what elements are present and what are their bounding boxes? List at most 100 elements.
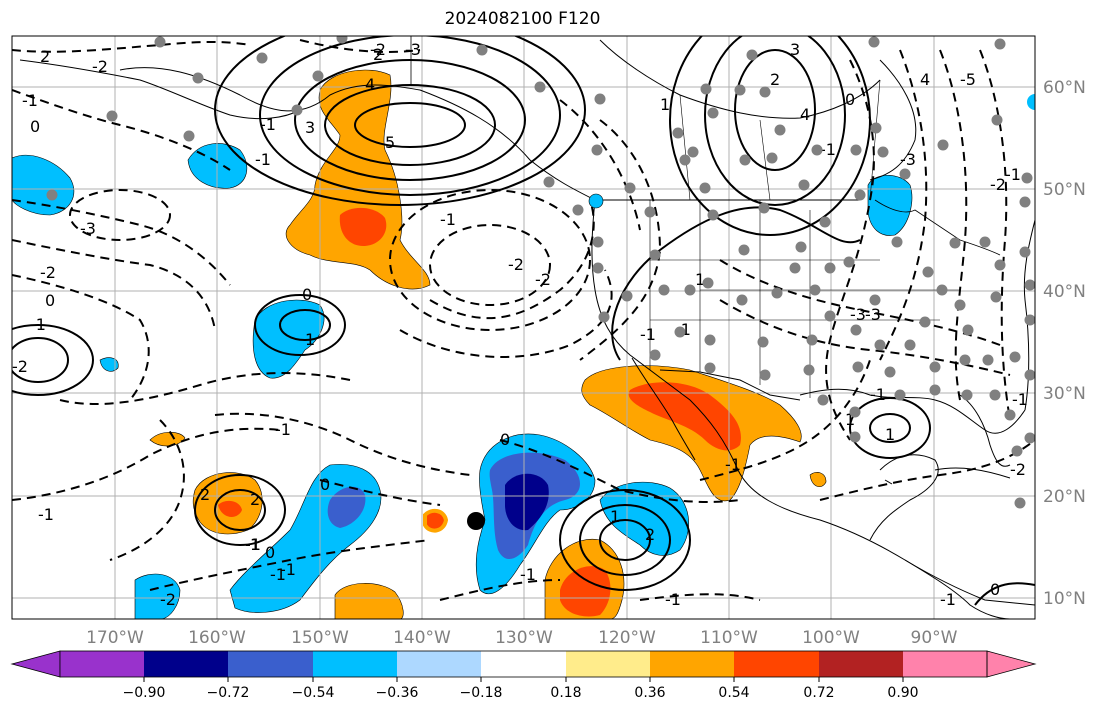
station-dot <box>979 236 991 248</box>
alaska-coast <box>119 67 596 201</box>
colorbar-max-arrow <box>986 650 1037 678</box>
contour-label: 0 <box>320 475 330 494</box>
contour-label: 1 <box>610 507 620 526</box>
contour-label: -1 <box>30 315 46 334</box>
colorbar-swatch <box>313 651 397 677</box>
canada-coast <box>599 39 881 119</box>
station-dot <box>1024 432 1035 444</box>
contour-label: -2 <box>40 263 56 282</box>
station-dot <box>672 127 684 139</box>
station-dot <box>961 389 973 401</box>
anomaly-region <box>560 566 611 617</box>
latitude-labels: 60°N 50°N 40°N 30°N 20°N 10°N <box>1043 78 1086 609</box>
station-dot <box>899 168 911 180</box>
contour-label: -1 <box>940 590 956 609</box>
colorbar-swatch <box>60 651 144 677</box>
station-dot <box>904 339 916 351</box>
colorbar-tick-label: 0.36 <box>634 685 665 701</box>
colorbar-swatch <box>144 651 228 677</box>
station-dot <box>1024 314 1035 326</box>
station-dot <box>759 369 771 381</box>
florida <box>959 394 1011 467</box>
map-title: 2024082100 F120 <box>444 9 601 29</box>
west-coast <box>591 199 1035 606</box>
anomaly-region <box>423 508 449 533</box>
lon-label: 110°W <box>700 628 758 648</box>
contour-label: 2 <box>645 525 655 544</box>
station-dot <box>884 366 896 378</box>
station-dot <box>929 361 941 373</box>
station-dot <box>962 324 974 336</box>
station-dot <box>929 384 941 396</box>
contour-label: 1 <box>305 330 315 349</box>
anomaly-region <box>505 473 549 531</box>
colorbar-swatch <box>903 651 987 677</box>
lon-label: 100°W <box>802 628 860 648</box>
contour-label: 2 <box>373 45 383 64</box>
contour-label: -3 <box>850 305 866 324</box>
contour-labels: 2 -2 -1 0 -2 -1 -3 -2 0 0 2 -1 3 4 5 2 -… <box>12 40 1028 609</box>
station-dot <box>849 406 861 418</box>
station-dot <box>543 176 555 188</box>
lon-label: 150°W <box>291 628 349 648</box>
lat-label: 50°N <box>1043 180 1086 200</box>
contour-label: -3 <box>865 305 881 324</box>
contour-label: -1 <box>245 535 261 554</box>
contour-label: -1 <box>255 150 271 169</box>
contour-label: -2 <box>92 57 108 76</box>
colorbar-swatch <box>397 651 481 677</box>
station-dot <box>704 362 716 374</box>
contour-label: -1 <box>22 91 38 110</box>
contour-label: -1 <box>520 565 536 584</box>
station-dot <box>798 179 810 191</box>
contour-label: -1 <box>1012 390 1028 409</box>
station-dot <box>700 83 712 95</box>
map-frame <box>11 35 1036 620</box>
station-dot <box>336 36 348 44</box>
station-dot <box>1014 497 1026 509</box>
station-dot <box>739 154 751 166</box>
contour-label: 2 <box>40 47 50 66</box>
contour-label: -1 <box>870 385 886 404</box>
anomaly-region <box>218 500 242 517</box>
station-dot <box>991 114 1003 126</box>
station-dot <box>771 287 783 299</box>
contour-label: 1 <box>250 535 260 554</box>
station-dot <box>959 354 971 366</box>
station-dot <box>291 104 303 116</box>
station-dot <box>256 52 268 64</box>
station-dot <box>759 86 771 98</box>
station-dot <box>734 84 746 96</box>
station-dot <box>774 124 786 136</box>
colorbar-swatch <box>228 651 313 677</box>
lon-label: 130°W <box>495 628 553 648</box>
station-dot <box>658 284 670 296</box>
contour-label: -1 <box>820 140 836 159</box>
hawaii-island <box>884 479 893 485</box>
station-dot <box>736 294 748 306</box>
anomaly-region <box>149 431 186 447</box>
contour-label: -2 <box>508 255 524 274</box>
station-dot <box>994 259 1006 271</box>
station-dot <box>684 284 696 296</box>
colorbar-swatch <box>650 651 734 677</box>
station-dot <box>850 144 862 156</box>
station-dot <box>824 310 836 322</box>
colorbar-tick-label: 0.90 <box>887 685 918 701</box>
station-dot <box>702 277 714 289</box>
contour-label: 4 <box>800 105 810 124</box>
contour-label: 4 <box>365 75 375 94</box>
contour-label: 2 <box>770 70 780 89</box>
station-dot <box>592 236 604 248</box>
station-dot <box>803 364 815 376</box>
contour-label: 3 <box>305 118 315 137</box>
contour-label: 1 <box>845 410 855 429</box>
colorbar-tick-label: −0.36 <box>376 685 419 701</box>
station-dot <box>476 44 488 56</box>
aleutians <box>19 59 301 120</box>
anomaly-region <box>339 207 387 247</box>
graticule <box>12 36 1035 619</box>
station-dot <box>1019 246 1031 258</box>
anomaly-region <box>12 154 75 216</box>
colorbar: −0.90 −0.72 −0.54 −0.36 −0.18 0.18 0.36 … <box>10 650 1037 701</box>
